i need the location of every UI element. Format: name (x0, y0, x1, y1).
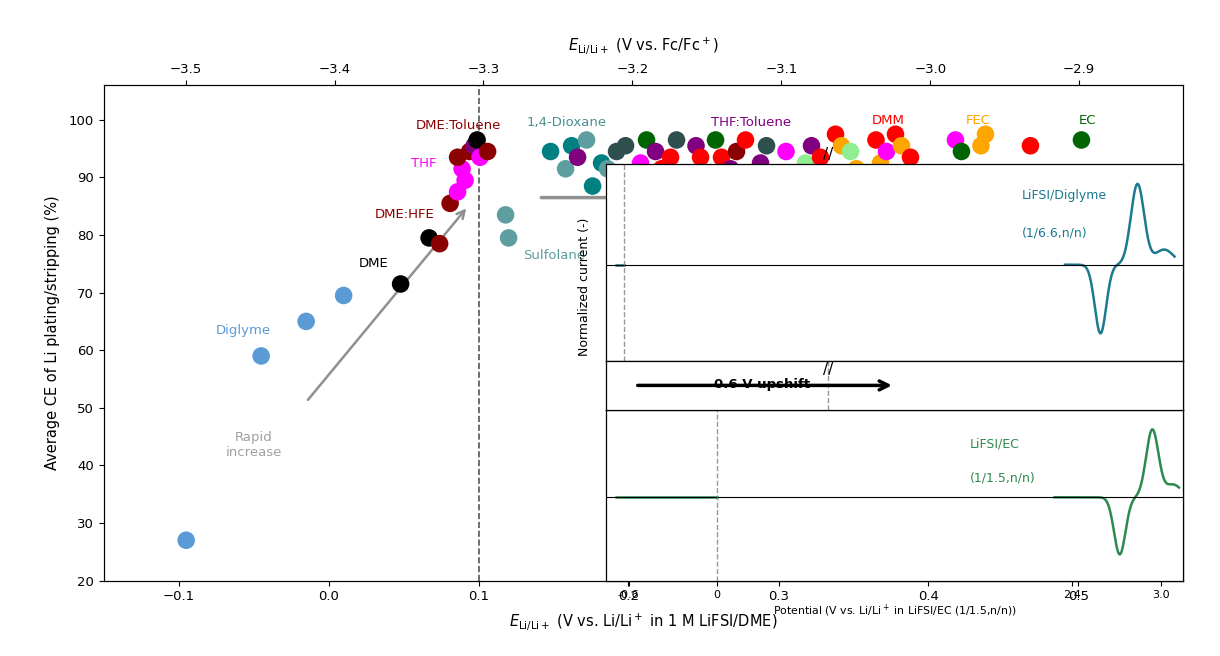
Point (645, 146, 665, 157)
Point (390, 279, 410, 289)
Text: Diglyme: Diglyme (216, 323, 271, 337)
Text: Mild increase: Mild increase (967, 217, 1057, 230)
Point (637, 134, 656, 145)
Text: 0.6 V upshift: 0.6 V upshift (714, 378, 810, 391)
Point (667, 134, 687, 145)
Point (598, 163, 617, 174)
Point (952, 146, 971, 157)
Point (1071, 134, 1091, 145)
Text: DME: DME (359, 257, 388, 270)
Point (776, 146, 795, 157)
Point (811, 152, 831, 163)
Text: //: // (824, 362, 833, 377)
Point (886, 129, 905, 140)
Point (471, 152, 490, 163)
X-axis label: $E_{\mathrm{Li/Li+}}$ (V vs. Fc/Fc$^+$): $E_{\mathrm{Li/Li+}}$ (V vs. Fc/Fc$^+$) (569, 36, 719, 57)
Point (1021, 140, 1041, 151)
Point (687, 140, 706, 151)
Text: THF: THF (411, 157, 437, 169)
Point (795, 158, 815, 169)
Point (871, 158, 891, 169)
Point (651, 163, 671, 174)
Point (946, 134, 965, 145)
Text: (1/6.6,n/n): (1/6.6,n/n) (1021, 227, 1087, 240)
Point (478, 146, 498, 157)
Point (616, 140, 636, 151)
Point (583, 181, 603, 192)
Text: EC: EC (1078, 115, 1096, 127)
Point (177, 535, 196, 546)
Point (900, 152, 920, 163)
Point (697, 169, 716, 180)
Text: 1,4-Dioxane: 1,4-Dioxane (527, 116, 606, 129)
Point (567, 152, 587, 163)
Point (711, 152, 731, 163)
Text: Normalized current (-): Normalized current (-) (577, 218, 590, 356)
Text: THF:Toluene: THF:Toluene (711, 116, 791, 129)
Point (420, 233, 439, 243)
X-axis label: Potential (V vs. Li/Li$^+$ in LiFSI/Diglyme (1/6.4,n/n)): Potential (V vs. Li/Li$^+$ in LiFSI/Digl… (758, 383, 1032, 401)
Point (816, 181, 836, 192)
Text: Sulfolane: Sulfolane (523, 249, 586, 262)
Text: FEC: FEC (966, 115, 991, 127)
Point (691, 152, 710, 163)
Point (661, 152, 681, 163)
Point (448, 186, 467, 197)
Point (540, 146, 560, 157)
Point (296, 316, 316, 327)
Point (556, 163, 576, 174)
Text: DMM: DMM (871, 115, 904, 127)
Point (750, 158, 770, 169)
X-axis label: $E_{\mathrm{Li/Li+}}$ (V vs. Li/Li$^+$ in 1 M LiFSI/DME): $E_{\mathrm{Li/Li+}}$ (V vs. Li/Li$^+$ i… (509, 611, 778, 633)
Text: (1/1.5,n/n): (1/1.5,n/n) (970, 472, 1036, 485)
Point (592, 158, 611, 169)
Point (866, 134, 886, 145)
Point (453, 163, 472, 174)
Point (429, 238, 449, 249)
Point (766, 169, 786, 180)
Point (606, 146, 626, 157)
Text: LiFSI/EC: LiFSI/EC (970, 438, 1020, 451)
Point (705, 134, 725, 145)
Point (440, 198, 460, 209)
Point (622, 175, 642, 186)
Point (467, 134, 487, 145)
Point (577, 134, 597, 145)
Text: LiFSI/Diglyme: LiFSI/Diglyme (1021, 190, 1107, 203)
Y-axis label: Average CE of Li plating/stripping (%): Average CE of Li plating/stripping (%) (45, 195, 61, 470)
Point (736, 134, 755, 145)
Point (971, 140, 991, 151)
Point (742, 181, 761, 192)
Point (631, 158, 650, 169)
Point (892, 140, 911, 151)
Text: DME:Toluene: DME:Toluene (416, 119, 501, 132)
Text: FEMC: FEMC (861, 197, 898, 210)
Point (251, 351, 271, 361)
Text: DME:HFE: DME:HFE (375, 209, 434, 221)
Point (841, 146, 860, 157)
Point (847, 163, 866, 174)
Point (561, 140, 581, 151)
Point (832, 140, 852, 151)
Point (826, 129, 845, 140)
Text: //: // (841, 396, 850, 411)
Point (855, 181, 875, 192)
Text: Rapid
increase: Rapid increase (226, 431, 282, 459)
Point (448, 152, 467, 163)
Point (756, 140, 776, 151)
Text: PC: PC (651, 191, 669, 204)
Point (495, 210, 515, 220)
Point (976, 129, 996, 140)
Point (802, 140, 821, 151)
Point (721, 163, 741, 174)
Point (460, 146, 479, 157)
Point (727, 146, 747, 157)
Point (499, 233, 518, 243)
Point (455, 175, 475, 186)
Point (877, 146, 897, 157)
X-axis label: Potential (V vs. Li/Li$^+$ in LiFSI/EC (1/1.5,n/n)): Potential (V vs. Li/Li$^+$ in LiFSI/EC (… (773, 603, 1016, 619)
Point (334, 290, 354, 300)
Point (465, 140, 484, 151)
Text: //: // (824, 147, 833, 161)
